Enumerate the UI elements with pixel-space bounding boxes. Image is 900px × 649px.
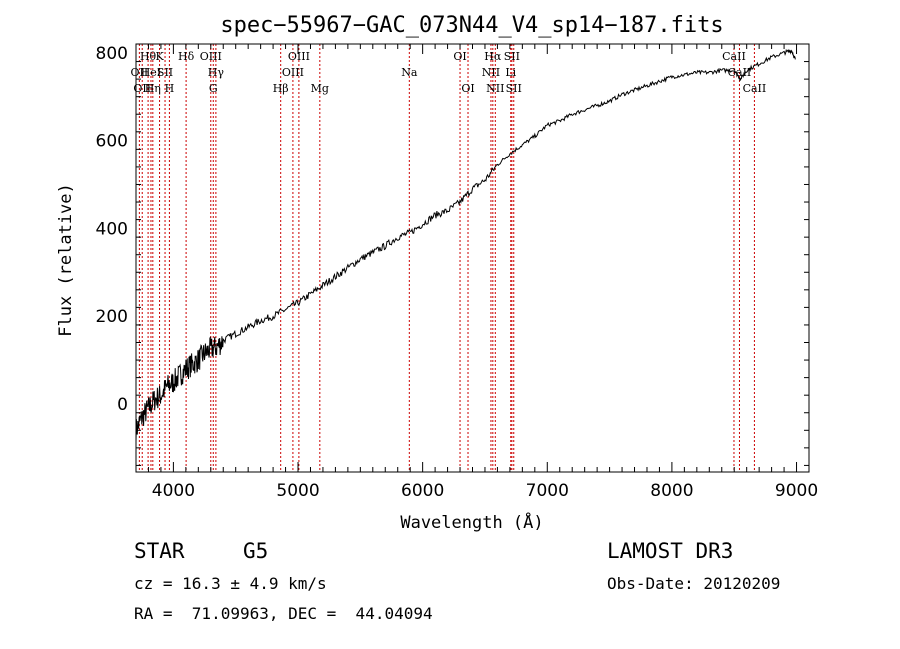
x-tick-label-4000: 4000 (152, 481, 195, 501)
y-tick-label-400: 400 (96, 219, 128, 239)
marker-label-15: Mg (311, 82, 329, 95)
redshift-value: cz = 16.3 ± 4.9 km/s (134, 574, 327, 593)
marker-label-1: OII (133, 82, 151, 95)
marker-label-11: Hγ (208, 66, 225, 79)
marker-label-8: Hδ (178, 50, 195, 63)
marker-label-18: OI (461, 82, 474, 95)
marker-label-22: Li (505, 66, 516, 79)
marker-label-0: OII (131, 66, 149, 79)
marker-label-10: G (209, 82, 218, 95)
marker-label-16: Na (401, 66, 418, 79)
x-tick-label-8000: 8000 (650, 481, 693, 501)
object-class: STAR (134, 539, 185, 563)
marker-label-5: K (155, 50, 164, 63)
marker-label-20: Hα (484, 50, 502, 63)
marker-label-26: CaII (728, 66, 752, 79)
marker-label-14: OIII (288, 50, 310, 63)
marker-label-2: Hθ (140, 50, 157, 63)
marker-label-13: OIII (282, 66, 304, 79)
plot-frame (135, 43, 810, 473)
y-axis-label: Flux (relative) (56, 183, 76, 337)
object-subclass: G5 (243, 539, 269, 563)
marker-label-21: NII (486, 82, 504, 95)
coordinates: RA = 71.09963, DEC = 44.04094 (134, 604, 433, 623)
spectrum-line (135, 48, 796, 443)
x-tick-label-7000: 7000 (526, 481, 569, 501)
obs-date: Obs-Date: 20120209 (607, 574, 781, 593)
marker-label-19: NII (482, 66, 500, 79)
line-markers (138, 44, 755, 472)
y-tick-label-800: 800 (96, 44, 128, 64)
marker-label-12: Hβ (273, 82, 289, 95)
y-tick-label-200: 200 (96, 307, 128, 327)
marker-label-9: OIII (200, 50, 222, 63)
marker-label-25: CaII (722, 50, 746, 63)
marker-label-17: OI (453, 50, 466, 63)
marker-labels: OII OII Hθ HeI Hη K SII H Hδ OIII G Hγ Hβ OIII OIII Mg N… (131, 50, 767, 95)
x-tick-label-9000: 9000 (775, 481, 818, 501)
x-tick-label-6000: 6000 (401, 481, 444, 501)
x-tick-label-5000: 5000 (276, 481, 319, 501)
axis-ticks: 4000 5000 6000 7000 8000 9000 0 200 400 600 800 (96, 43, 818, 501)
marker-label-24: SII (506, 82, 522, 95)
marker-label-7: H (165, 82, 175, 95)
marker-label-23: SII (504, 50, 520, 63)
y-tick-label-0: 0 (117, 395, 128, 415)
survey-name: LAMOST DR3 (607, 539, 734, 563)
x-axis-label: Wavelength (Å) (400, 511, 543, 533)
chart-title: spec−55967−GAC_073N44_V4_sp14−187.fits (220, 13, 723, 38)
y-tick-label-600: 600 (96, 132, 128, 152)
marker-label-6: SII (157, 66, 173, 79)
marker-label-3: HeI (141, 66, 161, 79)
marker-label-27: CaII (743, 82, 767, 95)
marker-label-4: Hη (145, 82, 161, 95)
